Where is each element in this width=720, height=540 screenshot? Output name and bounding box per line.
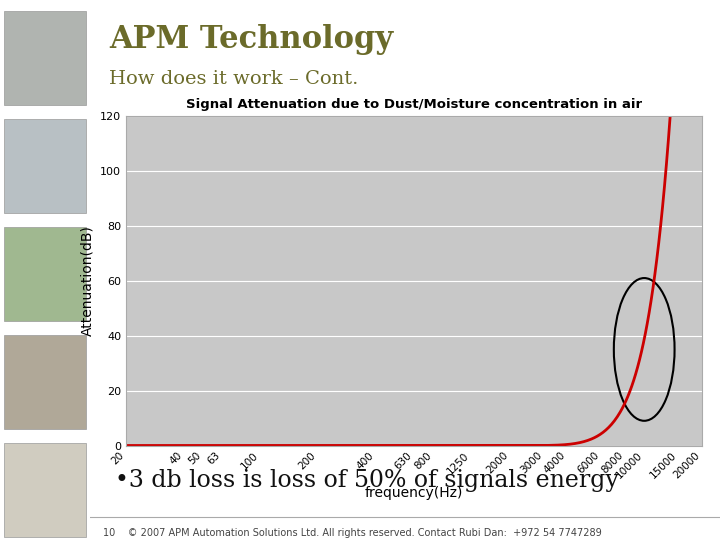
Text: How does it work – Cont.: How does it work – Cont. bbox=[109, 70, 359, 88]
Text: •3 db loss is loss of 50% of signals energy: •3 db loss is loss of 50% of signals ene… bbox=[115, 469, 619, 492]
Text: 10    © 2007 APM Automation Solutions Ltd. All rights reserved. Contact Rubi Dan: 10 © 2007 APM Automation Solutions Ltd. … bbox=[102, 528, 601, 538]
Bar bbox=[4, 443, 86, 537]
Text: APM Technology: APM Technology bbox=[109, 24, 393, 55]
X-axis label: frequency(Hz): frequency(Hz) bbox=[365, 486, 463, 500]
Bar bbox=[4, 335, 86, 429]
Bar bbox=[4, 227, 86, 321]
Title: Signal Attenuation due to Dust/Moisture concentration in air: Signal Attenuation due to Dust/Moisture … bbox=[186, 98, 642, 111]
Bar bbox=[4, 119, 86, 213]
Bar bbox=[4, 11, 86, 105]
Y-axis label: Attenuation(dB): Attenuation(dB) bbox=[81, 225, 94, 336]
